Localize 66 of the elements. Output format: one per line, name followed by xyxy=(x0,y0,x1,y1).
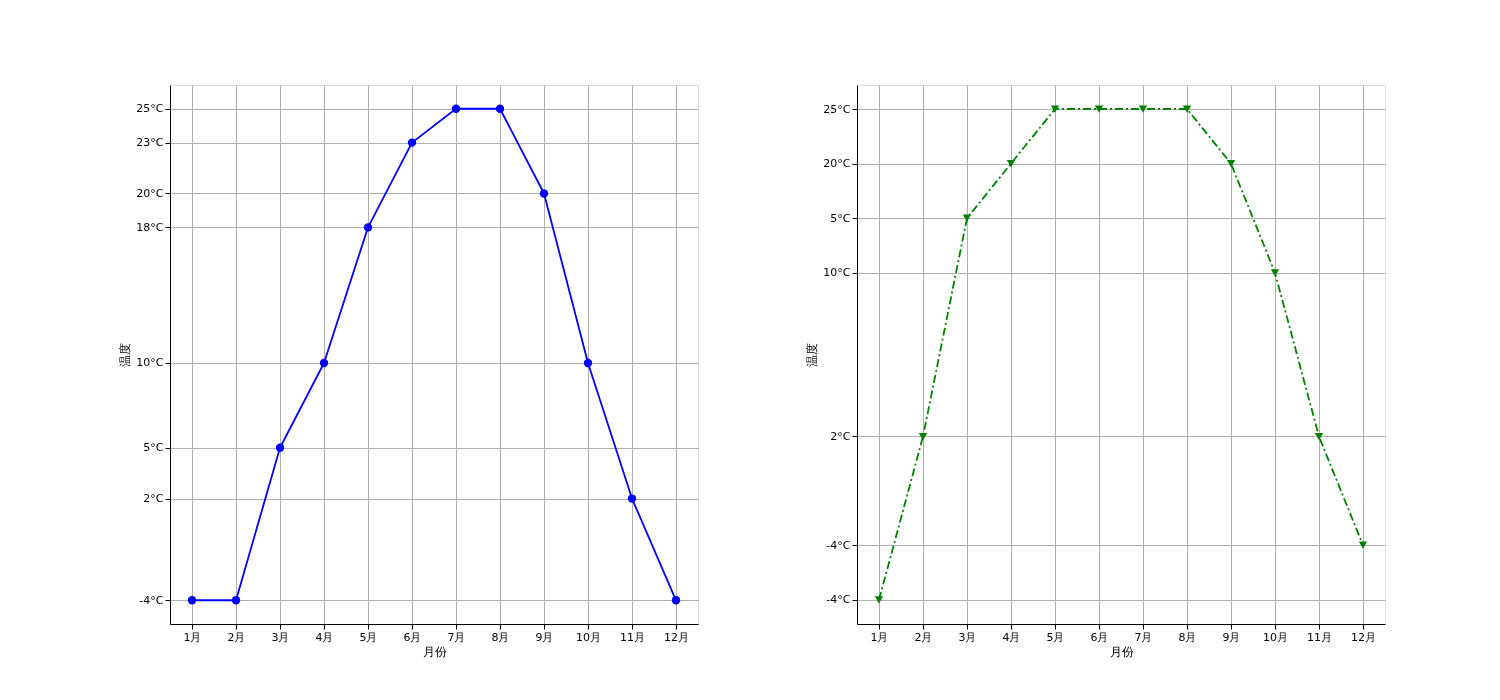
category-label: 2°C xyxy=(830,429,851,443)
point xyxy=(1138,105,1148,113)
y-tick-label: 25°C xyxy=(136,102,164,116)
x-tick-label: 9月 xyxy=(535,630,554,644)
x-tick-label: 6月 xyxy=(1090,630,1109,644)
point xyxy=(1050,105,1060,113)
point xyxy=(1226,159,1236,168)
category-label: -4°C xyxy=(826,538,851,552)
x-tick-label: 1月 xyxy=(870,630,889,644)
point xyxy=(319,358,329,368)
y-tick-label: -4°C xyxy=(139,593,164,607)
x-tick-label: 4月 xyxy=(1002,630,1021,644)
y-tick-label: 10°C xyxy=(136,356,164,370)
point xyxy=(275,443,285,452)
point xyxy=(1182,105,1192,113)
point xyxy=(1314,432,1324,441)
point xyxy=(874,596,884,604)
x-tick-label: 12月 xyxy=(664,630,689,644)
y-tick-label: 18°C xyxy=(136,220,164,234)
y-axis-title: 温度 xyxy=(805,343,820,367)
point xyxy=(627,494,637,503)
point xyxy=(1006,159,1016,168)
x-tick-label: 6月 xyxy=(403,630,422,644)
x-tick-label: 8月 xyxy=(1178,630,1197,644)
y-tick-label: 5°C xyxy=(143,441,164,455)
x-tick-label: 8月 xyxy=(491,630,510,644)
x-axis-title: 月份 xyxy=(1109,644,1134,659)
point xyxy=(495,104,505,113)
point xyxy=(1358,541,1368,549)
category-label: 5°C xyxy=(830,211,851,225)
x-tick-label: 11月 xyxy=(1307,630,1332,644)
x-tick-label: 7月 xyxy=(1134,630,1153,644)
x-tick-label: 3月 xyxy=(958,630,977,644)
x-tick-label: 4月 xyxy=(315,630,334,644)
point xyxy=(187,596,197,605)
point xyxy=(1270,269,1280,277)
category-label: -4°C xyxy=(826,593,851,607)
x-tick-label: 7月 xyxy=(447,630,466,644)
point xyxy=(1094,105,1104,113)
x-tick-label: 2月 xyxy=(227,630,246,644)
x-tick-label: 12月 xyxy=(1351,630,1376,644)
y-axis-title: 温度 xyxy=(118,343,133,367)
x-tick-label: 10月 xyxy=(1263,630,1288,644)
x-axis-title: 月份 xyxy=(422,644,447,659)
point xyxy=(451,104,461,113)
x-tick-label: 9月 xyxy=(1222,630,1241,644)
x-tick-label: 5月 xyxy=(1046,630,1065,644)
category-label: 20°C xyxy=(823,157,851,171)
y-tick-label: 23°C xyxy=(136,136,164,150)
point xyxy=(539,189,549,198)
y-tick-label: 20°C xyxy=(136,186,164,200)
y-tick-label: 2°C xyxy=(143,492,164,506)
point xyxy=(363,223,373,232)
x-tick-label: 1月 xyxy=(183,630,202,644)
x-tick-label: 11月 xyxy=(620,630,645,644)
category-label: 10°C xyxy=(823,266,851,280)
category-label: 25°C xyxy=(823,102,851,116)
point xyxy=(918,432,928,441)
point xyxy=(407,138,417,147)
point xyxy=(671,596,681,605)
x-tick-label: 5月 xyxy=(359,630,378,644)
x-tick-label: 3月 xyxy=(271,630,290,644)
point xyxy=(583,358,593,368)
x-tick-label: 10月 xyxy=(576,630,601,644)
x-tick-label: 2月 xyxy=(914,630,933,644)
point xyxy=(231,596,241,605)
